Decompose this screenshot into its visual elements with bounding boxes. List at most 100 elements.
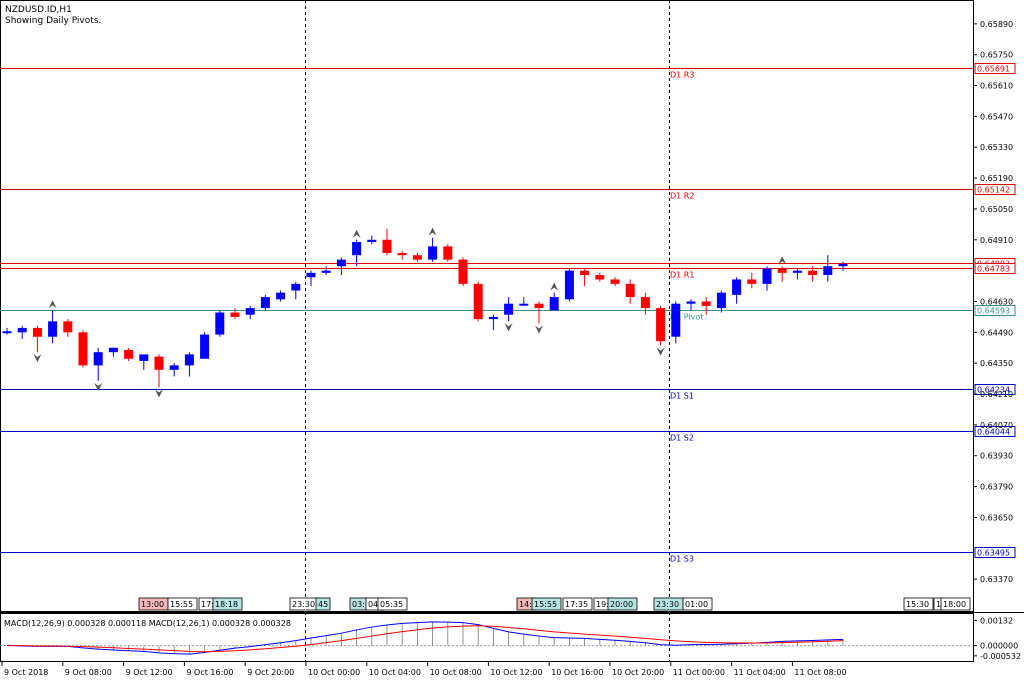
candle-body: [686, 301, 696, 304]
candle-body: [640, 297, 650, 309]
candle-body: [519, 303, 529, 306]
fractal-arrows: [33, 227, 787, 398]
candle-body: [48, 321, 58, 337]
time-tick-label: 10 Oct 00:00: [308, 668, 360, 677]
session-box-label: 18:18: [215, 600, 238, 609]
fractal-down-arrow: [535, 325, 543, 334]
fractal-up-arrow: [428, 227, 437, 236]
candle-body: [321, 270, 331, 273]
price-tick-label: 0.65330: [980, 143, 1013, 152]
candle-body: [200, 334, 210, 359]
time-tick-label: 9 Oct 20:00: [247, 668, 294, 677]
candle-body: [124, 349, 134, 359]
candle-body: [428, 246, 438, 260]
candle-body: [352, 241, 362, 256]
candle-body: [336, 259, 346, 267]
pivot-price-label: 0.64783: [977, 265, 1010, 274]
session-box-label: 14:: [519, 600, 532, 609]
time-tick-label: 9 Oct 08:00: [65, 668, 112, 677]
candle-body: [625, 283, 635, 298]
pivot-price-label: 0.63495: [977, 549, 1010, 558]
time-tick-label: 10 Oct 16:00: [551, 668, 603, 677]
session-box-label: 15:30: [906, 600, 929, 609]
candle-body: [823, 266, 833, 276]
candle-body: [230, 312, 240, 317]
fractal-up-arrow: [550, 282, 559, 291]
candle-body: [443, 246, 453, 260]
candle-body: [595, 275, 605, 280]
price-tick-label: 0.64490: [980, 328, 1013, 337]
candle-body: [412, 255, 422, 260]
candle-body: [245, 308, 255, 315]
candle-body: [732, 279, 742, 295]
candle-body: [808, 270, 818, 276]
price-tick-label: 0.64070: [980, 421, 1013, 430]
candle-body: [610, 279, 620, 284]
session-box-label: 05:35: [380, 600, 403, 609]
price-tick-label: 0.63650: [980, 513, 1013, 522]
candle-body: [276, 292, 286, 300]
macd-tick-label: -0.000532: [980, 652, 1021, 661]
session-box: [903, 597, 934, 611]
price-tick-label: 0.64210: [980, 390, 1013, 399]
time-axis: 9 Oct 2018 9 Oct 08:00 9 Oct 12:00 9 Oct 16…: [1, 662, 847, 677]
fractal-down-arrow: [155, 389, 163, 398]
pivot-price-box: [974, 63, 1016, 74]
time-tick-label: 9 Oct 16:00: [186, 668, 233, 677]
candle-body: [260, 297, 270, 309]
time-tick-label: 10 Oct 12:00: [490, 668, 542, 677]
candle-body: [2, 331, 12, 334]
fractal-down-arrow: [94, 382, 103, 391]
price-tick-label: 0.63370: [980, 575, 1013, 584]
candlesticks: [2, 228, 848, 388]
pivot-price-label: 0.64044: [977, 428, 1010, 437]
fractal-down-arrow: [656, 347, 665, 356]
pivot-price-label: 0.64234: [977, 386, 1010, 395]
candle-body: [458, 259, 468, 284]
main-plot-frame: [0, 0, 974, 612]
fractal-up-arrow: [778, 256, 787, 265]
candle-body: [291, 283, 301, 291]
session-box-label: 23:30: [656, 600, 679, 609]
candle-body: [154, 356, 164, 370]
pivot-price-box: [974, 184, 1016, 195]
time-tick-label: 11 Oct 04:00: [734, 668, 786, 677]
session-box-label: 45: [318, 600, 328, 609]
session-box-label: 03:: [352, 600, 365, 609]
pivot-price-box: [974, 305, 1016, 316]
candle-body: [473, 283, 483, 320]
indicator-note: Showing Daily Pivots.: [5, 16, 101, 26]
session-box: [212, 597, 243, 611]
candle-body: [169, 365, 179, 370]
macd-signal-line: [7, 625, 844, 653]
pivot-price-box: [974, 426, 1016, 437]
candle-body: [747, 279, 757, 284]
fractal-down-arrow: [504, 323, 513, 332]
pivot-name: D1 R2: [670, 192, 694, 201]
macd-tick-label: 0.00132: [980, 616, 1013, 625]
session-box: [531, 597, 562, 611]
session-box-label: 17:: [201, 600, 214, 609]
candle-body: [838, 264, 848, 267]
session-time-boxes: 13:00 15:55 17: 18:18 23:30 45 03: 04: 05:35 14: 1…: [138, 597, 971, 611]
session-box-label: 04:: [368, 600, 381, 609]
price-tick-label: 0.63930: [980, 452, 1013, 461]
session-box-label: 18:00: [943, 600, 966, 609]
macd-main-line: [6, 621, 844, 655]
candle-body: [78, 332, 88, 366]
time-tick-label: 10 Oct 04:00: [369, 668, 421, 677]
candle-body: [139, 354, 149, 361]
candle-body: [534, 303, 544, 309]
pivot-name: D1 R1: [670, 271, 694, 280]
candle-body: [488, 316, 498, 320]
session-box: [167, 597, 198, 611]
session-box-label: 17:35: [565, 600, 588, 609]
time-tick-label: 11 Oct 08:00: [794, 668, 846, 677]
candle-body: [656, 308, 666, 342]
pivot-price-box: [974, 263, 1016, 274]
price-tick-label: 0.65190: [980, 174, 1013, 183]
session-box-label: 15:55: [534, 600, 557, 609]
